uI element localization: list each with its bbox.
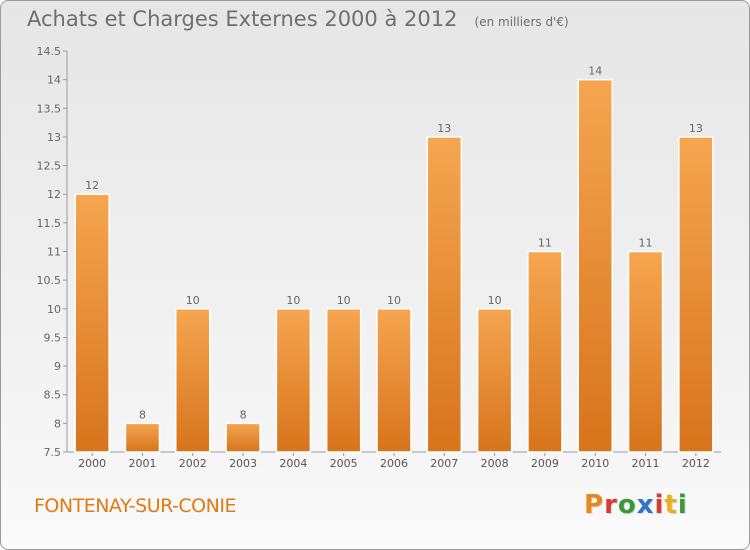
y-tick-label: 13 — [47, 131, 61, 144]
bar-value-label: 8 — [240, 408, 247, 421]
bar — [376, 308, 412, 453]
x-tick-label: 2003 — [229, 457, 257, 470]
brand-logo-letter: P — [584, 490, 605, 520]
brand-logo-letter: r — [604, 490, 618, 520]
bar — [325, 308, 362, 453]
x-tick-label: 2010 — [581, 457, 609, 470]
bar — [678, 136, 714, 453]
y-tick-label: 8 — [54, 417, 61, 430]
y-tick-label: 11 — [47, 246, 61, 259]
bar — [426, 136, 463, 453]
chart-bars — [74, 78, 714, 453]
brand-logo-letter: t — [664, 490, 678, 520]
bar — [175, 308, 211, 453]
x-tick-label: 2005 — [330, 457, 358, 470]
x-tick-label: 2009 — [531, 457, 559, 470]
bar-value-label: 11 — [639, 237, 653, 250]
place-name: FONTENAY-SUR-CONIE — [34, 495, 236, 517]
x-tick-label: 2008 — [481, 457, 509, 470]
bar-value-label: 10 — [186, 294, 200, 307]
x-tick-label: 2000 — [78, 457, 106, 470]
bar — [275, 308, 312, 453]
chart-subtitle: (en milliers d'€) — [474, 15, 569, 29]
y-tick-label: 9.5 — [44, 331, 62, 344]
y-tick-label: 14.5 — [37, 45, 62, 58]
x-tick-label: 2001 — [128, 457, 156, 470]
title-row: Achats et Charges Externes 2000 à 2012 (… — [27, 7, 569, 31]
x-tick-label: 2004 — [279, 457, 307, 470]
bar — [124, 422, 161, 453]
y-tick-label: 14 — [47, 74, 61, 87]
y-tick-label: 9 — [54, 360, 61, 373]
bar — [225, 422, 261, 453]
bar — [527, 250, 563, 453]
brand-logo-letter: x — [636, 490, 655, 520]
y-tick-label: 13.5 — [37, 102, 62, 115]
x-tick-label: 2002 — [179, 457, 207, 470]
chart-labels: 12 2000 8 2001 10 2002 8 2003 10 2004 10 2005 10 2006… — [78, 65, 710, 470]
chart-axes: 7.5 8 8.5 9 9.5 10 10.5 11 11.5 12 12.5 13 13.5 14 14.… — [37, 45, 721, 459]
x-tick-label: 2006 — [380, 457, 408, 470]
y-tick-label: 10 — [47, 303, 61, 316]
bar-value-label: 10 — [286, 294, 300, 307]
x-tick-label: 2011 — [632, 457, 660, 470]
x-tick-label: 2007 — [430, 457, 458, 470]
bar-value-label: 10 — [387, 294, 401, 307]
bar-value-label: 10 — [488, 294, 502, 307]
bar — [627, 250, 664, 453]
bar — [577, 78, 613, 453]
bar-value-label: 11 — [538, 237, 552, 250]
bar-value-label: 13 — [689, 122, 703, 135]
brand-logo-letter: i — [677, 490, 688, 520]
brand-logo-letter: i — [654, 490, 665, 520]
x-tick-label: 2012 — [682, 457, 710, 470]
brand-logo-letter: o — [617, 490, 637, 520]
bar — [476, 308, 513, 453]
bar-value-label: 13 — [437, 122, 451, 135]
bar-value-label: 10 — [337, 294, 351, 307]
y-tick-label: 8.5 — [44, 389, 62, 402]
bar — [74, 193, 110, 453]
bar-value-label: 14 — [588, 65, 602, 78]
y-tick-label: 7.5 — [44, 446, 62, 459]
chart-title: Achats et Charges Externes 2000 à 2012 — [27, 7, 458, 31]
y-tick-label: 12 — [47, 188, 61, 201]
bar-value-label: 8 — [139, 408, 146, 421]
y-tick-label: 10.5 — [37, 274, 62, 287]
y-tick-label: 11.5 — [37, 217, 62, 230]
brand-logo: Proxiti — [584, 490, 688, 520]
bar-value-label: 12 — [85, 179, 99, 192]
y-tick-label: 12.5 — [37, 160, 62, 173]
